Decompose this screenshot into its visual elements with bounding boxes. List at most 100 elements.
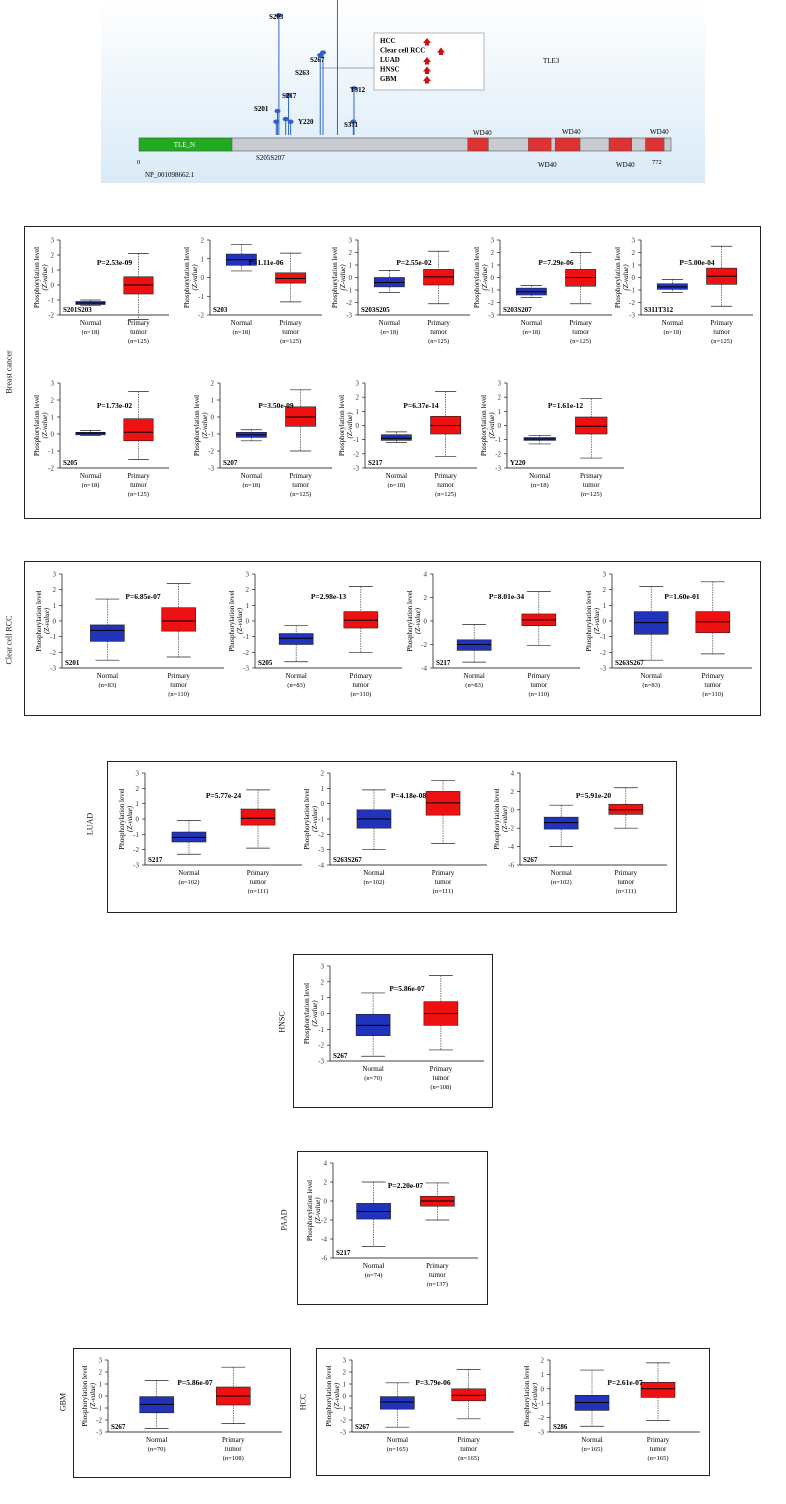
boxplot-7-normal-label: Normal (386, 472, 407, 480)
boxplot-10-ytick-label-4: 1 (246, 602, 250, 610)
boxplot-5-normal-n: (n=18) (82, 482, 100, 489)
boxplot-18-tumor-n: (n=108) (223, 1455, 244, 1462)
bottom-site-label: S205S207 (256, 154, 285, 162)
legend-label-2: LUAD (380, 56, 400, 64)
boxplot-12-normal-label: Normal (641, 672, 662, 680)
boxplot-3-ytick-label-4: 1 (491, 262, 495, 270)
site-head-0 (274, 108, 281, 114)
boxplot-breast-s207: -3 -2 -1 0 1 2 Phosphorylation level (Z-value) P… (193, 380, 332, 498)
boxplot-7-tumor-label-2: tumor (437, 481, 454, 489)
boxplot-7-pvalue: P=6.37e-14 (403, 401, 439, 410)
boxplot-0-tumor-label-1: Primary (127, 319, 150, 327)
boxplot-18-ytick-label-3: 0 (99, 1393, 103, 1401)
boxplot-1-tumor-label-2: tumor (282, 328, 299, 336)
boxplot-11-normal-n: (n=83) (465, 682, 483, 689)
boxplot-13-site-label: S217 (148, 856, 163, 864)
boxplot-11-ytick-label-0: -4 (421, 665, 427, 673)
boxplot-16-ytick-label-4: 1 (321, 994, 325, 1002)
boxplot-3-ylabel-1: Phosphorylation level (473, 247, 481, 308)
boxplot-13-ytick-label-6: 3 (136, 770, 140, 778)
boxplot-6-ylabel-2: (Z-value) (201, 412, 209, 439)
boxplot-7-tumor-label-1: Primary (434, 472, 457, 480)
boxplot-11-ylabel-1: Phosphorylation level (406, 590, 414, 651)
domain-label-3: WD40 (562, 128, 581, 136)
boxplot-12-ytick-label-4: 1 (603, 602, 607, 610)
boxplot-13-tumor-box (240, 808, 276, 826)
boxplot-10-normal-n: (n=83) (287, 682, 305, 689)
boxplot-17-tumor-n: (n=137) (427, 1281, 448, 1288)
boxplot-14-ytick-label-1: -3 (318, 846, 324, 854)
boxplot-3-ytick-label-3: 0 (491, 274, 495, 282)
boxplot-0-ytick-label-0: -2 (48, 312, 54, 320)
boxplot-12-tumor-label-2: tumor (704, 681, 721, 689)
boxplot-15-ytick-label-3: 0 (511, 806, 515, 814)
domain-3 (555, 137, 581, 152)
boxplot-19-normal-n: (n=165) (387, 1446, 408, 1453)
domain-label-0: TLE_N (174, 141, 195, 149)
site-head-4 (285, 92, 292, 98)
cancer-label-gbm: GBM (58, 1392, 68, 1412)
boxplot-11-ylabel-2: (Z-value) (414, 607, 422, 634)
boxplot-5-pvalue: P=1.73e-02 (97, 401, 133, 410)
boxplot-17-tumor-label-1: Primary (426, 1262, 449, 1270)
legend-arrow-stem-0 (425, 42, 429, 46)
domain-1 (467, 137, 489, 152)
boxplot-19-ytick-label-3: 0 (343, 1393, 347, 1401)
boxplot-19-ytick-label-2: -1 (340, 1405, 346, 1413)
boxplot-paad-s217: -6 -4 -2 0 2 4 Phosphorylation level (Z-value) P… (306, 1160, 478, 1288)
boxplot-10-tumor-label-2: tumor (352, 681, 369, 689)
legend-arrow-stem-3 (425, 71, 429, 74)
site-label-1: S203 (269, 13, 284, 21)
boxplot-20-ytick-label-5: 2 (541, 1357, 545, 1365)
boxplot-13-ytick-label-4: 1 (136, 800, 140, 808)
boxplot-19-tumor-label-2: tumor (460, 1445, 477, 1453)
boxplot-rcc-s201: -3 -2 -1 0 1 2 3 Phosphorylation level (Z-value)… (35, 571, 224, 698)
boxplot-8-tumor-n: (n=125) (581, 491, 602, 498)
boxplot-2-site-label: S203S205 (361, 306, 390, 314)
boxplot-rcc-s217: -4 -2 0 2 4 Phosphorylation level (Z-value) P=8… (406, 571, 580, 698)
boxplot-13-ylabel-1: Phosphorylation level (118, 788, 126, 849)
boxplot-0-ylabel-2: (Z-value) (41, 264, 49, 291)
site-head-7 (319, 50, 326, 55)
boxplot-11-ytick-label-4: 4 (424, 571, 428, 579)
boxplot-17-ytick-label-1: -4 (321, 1236, 327, 1244)
boxplot-10-normal-label: Normal (285, 672, 306, 680)
boxplot-11-tumor-label-1: Primary (528, 672, 551, 680)
boxplot-0-ytick-label-3: 1 (51, 267, 55, 275)
boxplot-4-ytick-label-2: -1 (629, 287, 635, 295)
boxplot-6-ytick-label-2: -1 (208, 431, 214, 439)
boxplot-5-normal-label: Normal (80, 472, 101, 480)
boxplot-14-ytick-label-2: -2 (318, 831, 324, 839)
boxplot-16-tumor-label-1: Primary (430, 1065, 453, 1073)
boxplot-3-ytick-label-2: -1 (488, 287, 494, 295)
boxplot-10-pvalue: P=2.98e-13 (311, 592, 347, 601)
boxplot-6-tumor-n: (n=125) (290, 491, 311, 498)
boxplot-3-ylabel-2: (Z-value) (481, 264, 489, 291)
domain-label-4: WD40 (616, 161, 635, 169)
boxplot-10-ylabel-1: Phosphorylation level (228, 590, 236, 651)
boxplot-breast-s203s207: -3 -2 -1 0 1 2 3 Phosphorylation level (Z-value)… (473, 237, 612, 345)
boxplot-11-tumor-n: (n=110) (528, 691, 549, 698)
boxplot-11-ytick-label-3: 2 (424, 594, 428, 602)
boxplot-12-ytick-label-6: 3 (603, 571, 607, 579)
boxplot-5-ytick-label-3: 1 (51, 414, 55, 422)
boxplot-20-tumor-label-1: Primary (647, 1436, 670, 1444)
boxplot-19-site-label: S267 (355, 1423, 370, 1431)
boxplot-16-ylabel-2: (Z-value) (311, 1000, 319, 1027)
boxplot-9-pvalue: P=6.85e-07 (125, 592, 161, 601)
boxplot-14-ytick-label-5: 1 (321, 785, 325, 793)
boxplot-9-ylabel-2: (Z-value) (43, 607, 51, 634)
legend-label-0: HCC (380, 37, 396, 45)
legend-arrow-1 (437, 47, 445, 53)
boxplot-20-ytick-label-4: 1 (541, 1371, 545, 1379)
clear-cell-rcc-panel (24, 561, 761, 716)
boxplot-7-ylabel-2: (Z-value) (346, 412, 354, 439)
boxplot-14-ytick-label-3: -1 (318, 816, 324, 824)
boxplot-8-site-label: Y220 (510, 459, 526, 467)
boxplot-5-ylabel-2: (Z-value) (41, 412, 49, 439)
paad-panel (297, 1151, 488, 1305)
boxplot-7-ytick-label-1: -2 (353, 450, 359, 458)
boxplot-2-ylabel-2: (Z-value) (339, 264, 347, 291)
boxplot-3-normal-n: (n=18) (522, 329, 540, 336)
boxplot-8-tumor-label-1: Primary (580, 472, 603, 480)
